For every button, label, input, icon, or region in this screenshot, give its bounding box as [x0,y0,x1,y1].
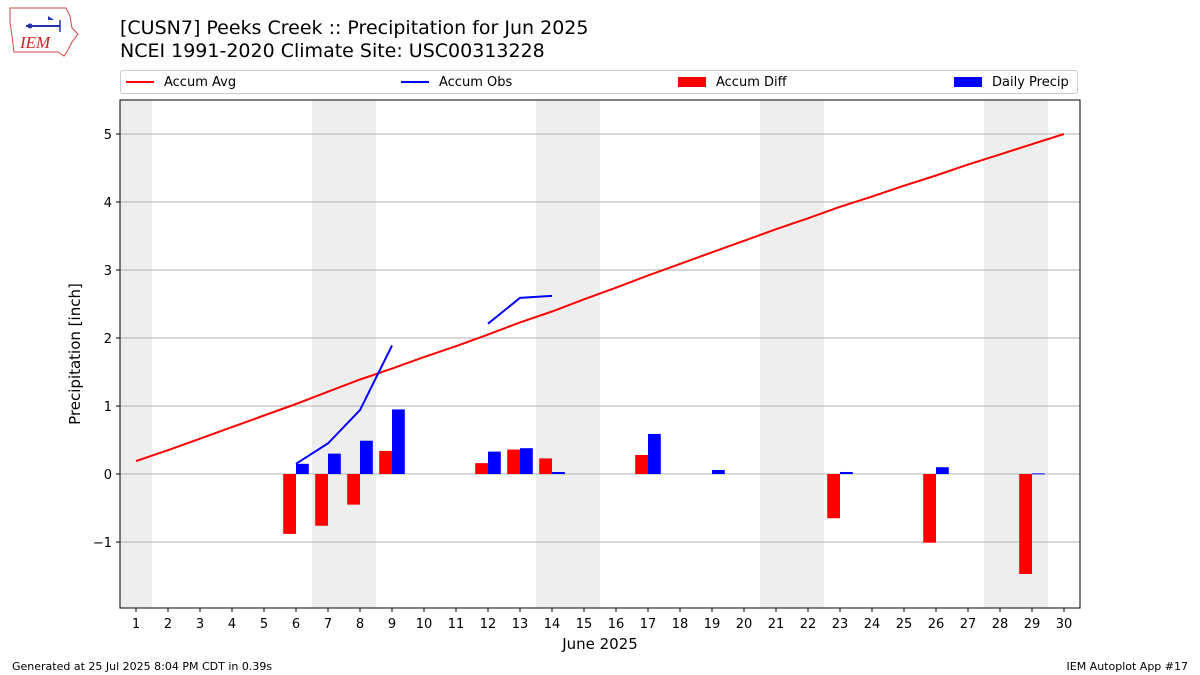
daily-precip-bar [360,440,373,475]
y-tick-label: 4 [104,196,112,211]
x-tick-label: 27 [960,617,977,632]
state-outline-shape [9,7,79,57]
weekend-band [792,100,824,608]
chart-subtitle: NCEI 1991-2020 Climate Site: USC00313228 [120,40,545,62]
y-tick-label: 2 [104,332,112,347]
x-tick-label: 26 [928,617,945,632]
weekend-band [760,100,792,608]
x-tick-label: 16 [608,617,625,632]
legend-label-accum-diff: Accum Diff [716,74,787,90]
x-tick-label: 7 [324,617,332,632]
x-tick-label: 30 [1056,617,1073,632]
accum-diff-bar [635,454,648,475]
accum-obs-line [295,345,393,465]
legend-label-daily-precip: Daily Precip [992,74,1069,90]
x-tick-label: 1 [132,617,140,632]
accum-diff-bar [379,450,392,475]
legend-item-accum-obs: Accum Obs [401,71,512,93]
footer-app-text: IEM Autoplot App #17 [1066,660,1189,673]
x-tick-label: 22 [800,617,817,632]
y-tick-label: 1 [104,400,112,415]
daily-precip-bar [648,433,661,475]
x-tick-label: 25 [896,617,913,632]
accum-obs-line [487,294,553,325]
y-tick-label: −1 [93,536,112,551]
x-tick-label: 23 [832,617,849,632]
daily-precip-bar [840,471,853,475]
weekend-band [344,100,376,608]
x-tick-label: 20 [736,617,753,632]
x-tick-label: 18 [672,617,689,632]
accum-diff-bar [827,474,840,519]
legend-swatch-accum-diff [678,77,706,87]
legend-swatch-accum-obs [401,81,429,83]
accum-diff-bar [347,474,360,505]
plot-frame [119,99,1081,609]
accum-diff-bar [1019,474,1032,574]
legend: Accum Avg Accum Obs Accum Diff Daily Pre… [120,70,1078,94]
accum-diff-bar [539,458,552,475]
legend-swatch-daily-precip [954,77,982,87]
legend-item-daily-precip: Daily Precip [954,71,1069,93]
x-tick-label: 9 [388,617,396,632]
x-tick-label: 5 [260,617,268,632]
x-tick-label: 6 [292,617,300,632]
weekend-band [984,100,1016,608]
daily-precip-bar [712,469,725,475]
x-tick-label: 3 [196,617,204,632]
x-tick-label: 4 [228,617,236,632]
logo-text: IEM [19,33,51,52]
x-axis-label: June 2025 [561,635,638,653]
x-tick-label: 19 [704,617,721,632]
y-tick-label: 3 [104,264,112,279]
legend-swatch-accum-avg [126,81,154,83]
x-tick-label: 15 [576,617,593,632]
accum-avg-line [135,133,1065,463]
x-tick-label: 17 [640,617,657,632]
legend-label-accum-obs: Accum Obs [439,74,513,90]
daily-precip-bar [296,463,309,475]
daily-precip-bar [488,451,501,475]
accum-diff-bar [315,474,328,526]
accum-diff-bar [283,474,296,534]
x-tick-label: 11 [448,617,465,632]
x-tick-label: 14 [544,617,561,632]
weekend-band [568,100,600,608]
legend-item-accum-avg: Accum Avg [126,71,236,93]
daily-precip-bar [552,471,565,475]
legend-label-accum-avg: Accum Avg [164,74,237,90]
y-axis-label: Precipitation [inch] [66,283,84,425]
x-tick-label: 8 [356,617,364,632]
accum-diff-bar [475,463,488,475]
x-tick-label: 10 [416,617,433,632]
weekend-band [1016,100,1048,608]
daily-precip-bar [520,448,533,475]
x-tick-label: 12 [480,617,497,632]
x-tick-label: 21 [768,617,785,632]
x-tick-label: 29 [1024,617,1041,632]
accum-diff-bar [923,474,936,543]
x-tick-label: 13 [512,617,529,632]
y-tick-label: 0 [104,468,112,483]
weekend-band [536,100,568,608]
weekend-band [120,100,152,608]
daily-precip-bar [936,467,949,475]
x-tick-label: 24 [864,617,881,632]
daily-precip-bar [392,409,405,475]
weekend-band [312,100,344,608]
x-tick-label: 28 [992,617,1009,632]
x-tick-label: 2 [164,617,172,632]
daily-precip-bar [328,453,341,475]
iem-logo: IEM [9,7,79,57]
footer-generated-text: Generated at 25 Jul 2025 8:04 PM CDT in … [12,660,273,673]
legend-item-accum-diff: Accum Diff [678,71,787,93]
chart-title: [CUSN7] Peeks Creek :: Precipitation for… [120,17,589,39]
y-tick-label: 5 [104,128,112,143]
accum-diff-bar [507,449,520,475]
daily-precip-bar [1032,473,1045,475]
